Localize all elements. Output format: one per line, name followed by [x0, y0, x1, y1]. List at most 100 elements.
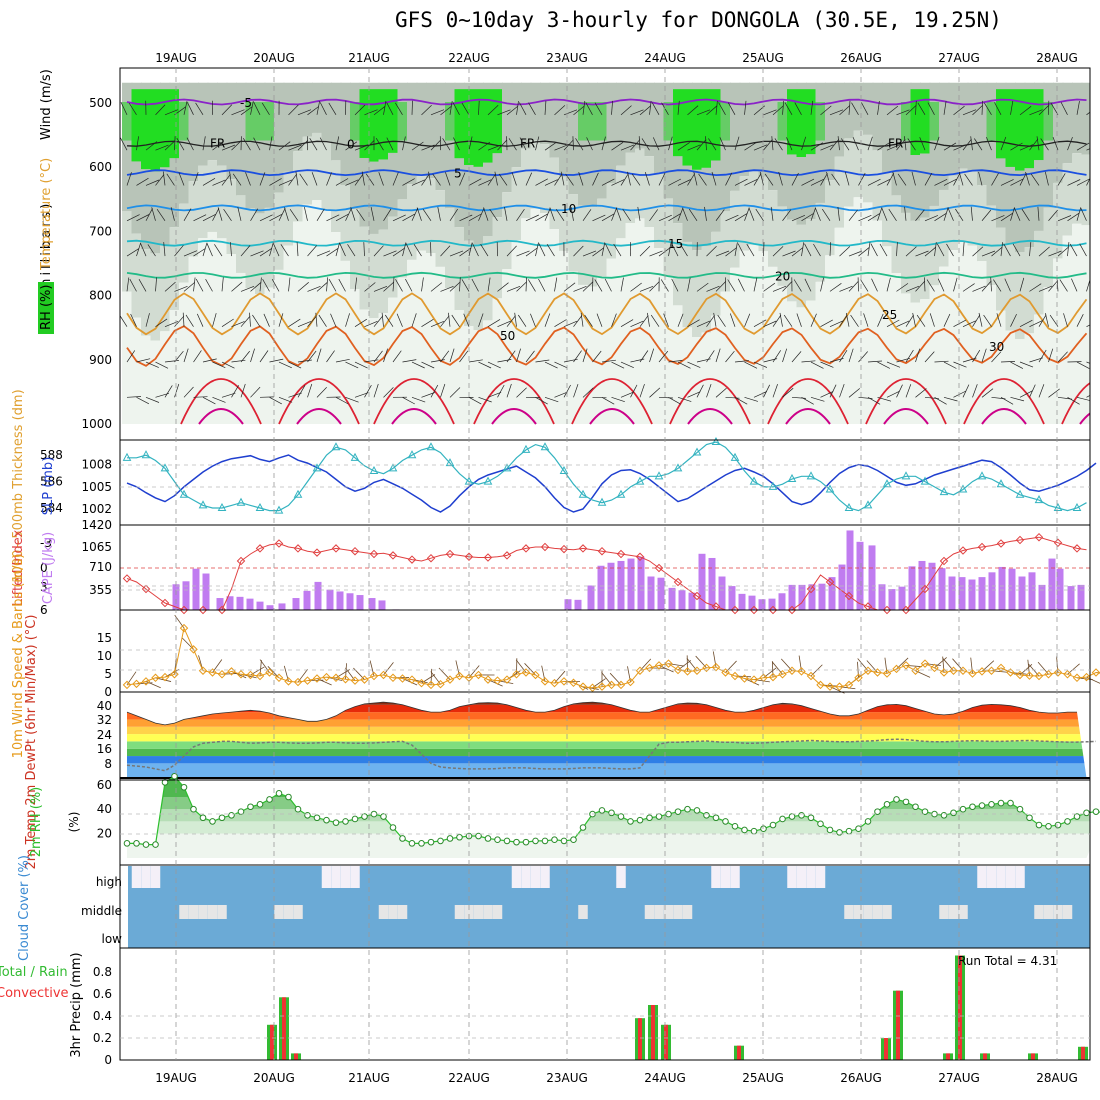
- wind-barb: [1063, 313, 1068, 327]
- cape-bar: [172, 584, 180, 610]
- wind-barb: [763, 320, 777, 328]
- wind-barb: [272, 243, 280, 257]
- wind-speed-point: [730, 671, 740, 681]
- wind-barb: [727, 102, 736, 116]
- wind-barb: [698, 173, 707, 186]
- wind-barb: [206, 243, 213, 257]
- temp-contour-label: -5: [240, 96, 252, 110]
- wind-barb: [136, 397, 150, 405]
- wind-barb: [497, 384, 505, 398]
- rh-point: [579, 824, 587, 831]
- rh-band: [882, 82, 893, 173]
- cape-bar: [1048, 558, 1056, 610]
- cloud-high: [1005, 866, 1016, 888]
- thickness-point: [388, 463, 398, 472]
- rh-band: [1081, 225, 1090, 424]
- wind-barb: [852, 137, 859, 151]
- cloud-high: [711, 866, 721, 888]
- rh-band: [635, 148, 646, 219]
- cape-bar: [868, 545, 876, 610]
- wind-barb: [560, 171, 565, 186]
- wind-speed-point: [1034, 671, 1044, 681]
- wind-barb: [877, 313, 884, 327]
- wind-barb: [535, 242, 539, 257]
- rh-band: [891, 82, 902, 196]
- rh-band: [188, 181, 199, 257]
- wind-speed-point: [217, 670, 227, 679]
- rh-band: [863, 202, 874, 424]
- rh-band: [160, 245, 171, 332]
- wind-barb: [126, 248, 140, 257]
- rh-band: [350, 289, 361, 424]
- wind-barb: [630, 109, 644, 116]
- wind-barb: [924, 246, 937, 257]
- cape-bar: [958, 577, 966, 610]
- wind-barb: [888, 208, 897, 221]
- date-label-top: 22AUG: [448, 51, 490, 65]
- wind-barb: [682, 207, 688, 221]
- wind-barb: [249, 312, 251, 327]
- rh-point: [1035, 821, 1043, 829]
- wind-barb: [212, 208, 220, 221]
- rh-point: [332, 819, 340, 826]
- wind-barb: [601, 213, 615, 222]
- wind-barb: [370, 207, 375, 221]
- wind-barb: [858, 247, 870, 257]
- rh-band: [853, 130, 864, 198]
- temp-tick: 40: [97, 699, 112, 713]
- wind-barb: [829, 320, 843, 328]
- rh-point: [456, 833, 463, 841]
- lifted-index-point: [293, 544, 303, 553]
- wind-barb: [1067, 397, 1080, 405]
- wind-barb: [693, 171, 698, 186]
- wind-barb: [250, 282, 262, 292]
- wind-barb: [392, 247, 405, 257]
- cape-bar: [768, 598, 776, 610]
- lifted-index-point: [122, 574, 132, 583]
- wind-barb: [1086, 324, 1090, 328]
- cape-bar: [617, 560, 625, 610]
- rh-band: [540, 213, 551, 424]
- cape-bar: [678, 590, 686, 610]
- wind-barb: [1038, 246, 1050, 257]
- wind-barb: [905, 105, 917, 116]
- wind-barb: [791, 247, 804, 257]
- wind-speed-point: [854, 673, 863, 683]
- cape-bar: [1038, 584, 1046, 610]
- wind-barb: [478, 361, 492, 369]
- wind-barb: [478, 313, 484, 327]
- wind-barb: [924, 277, 926, 292]
- wind-barb: [316, 250, 331, 257]
- cloud-middle: [274, 905, 284, 919]
- rh-band-high: [1034, 89, 1045, 161]
- cloud-high: [540, 866, 550, 888]
- wind-barb: [711, 171, 717, 186]
- wind-barb: [725, 350, 735, 363]
- wind-speed-point: [1072, 673, 1082, 683]
- cape-bar: [647, 576, 655, 610]
- wind-barb: [734, 178, 748, 186]
- wind-barb: [402, 397, 415, 405]
- wind-barb: [637, 206, 641, 221]
- wind-barb: [892, 171, 897, 186]
- wind-barb: [297, 321, 312, 328]
- wind-barb: [516, 209, 525, 221]
- pressure-tick: 1000: [81, 417, 112, 431]
- wind-barb: [943, 396, 958, 402]
- cloud-middle: [378, 905, 389, 919]
- wind-barb: [1038, 314, 1047, 327]
- temp-contour-hot: [473, 378, 555, 425]
- wind-speed-point: [369, 671, 379, 681]
- thickness-tick: 586: [40, 475, 63, 489]
- wind-barb: [508, 138, 517, 151]
- rh-band-high: [359, 89, 370, 158]
- lifted-index-point: [882, 605, 892, 615]
- rh-band: [122, 211, 133, 292]
- rh-band: [293, 151, 304, 222]
- wind-barb: [991, 246, 1003, 257]
- wind-barb: [516, 387, 527, 398]
- wind-speed-point: [464, 673, 474, 683]
- rh-band: [910, 220, 921, 303]
- wind-barb: [240, 106, 253, 116]
- thickness-point: [939, 487, 949, 496]
